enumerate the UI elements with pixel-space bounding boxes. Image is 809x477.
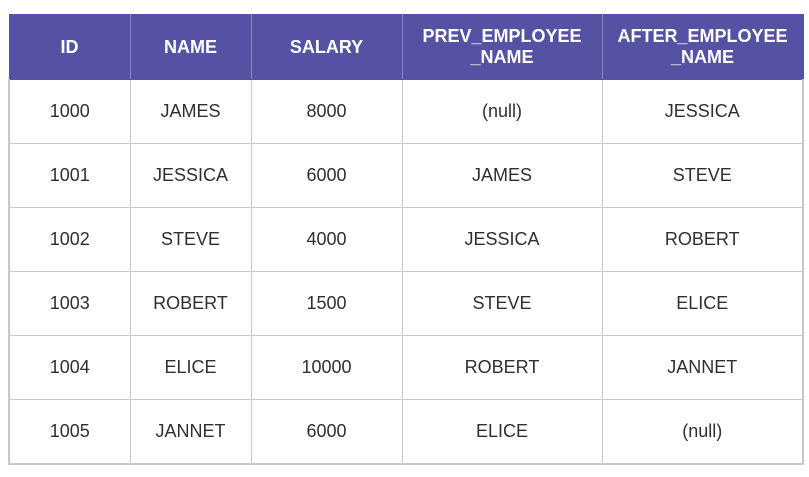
cell-id: 1004 (8, 335, 131, 400)
table-row: 1003 ROBERT 1500 STEVE ELICE (8, 271, 804, 336)
table-body: 1000 JAMES 8000 (null) JESSICA 1001 JESS… (8, 79, 804, 465)
cell-prev-employee-name: ROBERT (401, 335, 603, 400)
table-row: 1002 STEVE 4000 JESSICA ROBERT (8, 207, 804, 272)
cell-prev-employee-name: JESSICA (401, 207, 603, 272)
cell-salary: 4000 (250, 207, 403, 272)
header-after-employee-name: AFTER_EMPLOYEE _NAME (602, 14, 804, 80)
table-row: 1001 JESSICA 6000 JAMES STEVE (8, 143, 804, 208)
cell-after-employee-name: ELICE (601, 271, 804, 336)
header-salary-label: SALARY (289, 36, 364, 57)
cell-name: ELICE (129, 335, 252, 400)
cell-id: 1001 (8, 143, 131, 208)
table-header: ID NAME SALARY PREV_EMPLOYEE _NAME AFTER… (8, 14, 804, 80)
cell-salary: 6000 (250, 143, 403, 208)
employee-table: ID NAME SALARY PREV_EMPLOYEE _NAME AFTER… (8, 14, 804, 465)
cell-id: 1005 (8, 399, 131, 465)
cell-after-employee-name: (null) (601, 399, 804, 465)
table-row: 1005 JANNET 6000 ELICE (null) (8, 399, 804, 465)
cell-prev-employee-name: JAMES (401, 143, 603, 208)
cell-salary: 6000 (250, 399, 403, 465)
cell-salary: 1500 (250, 271, 403, 336)
cell-after-employee-name: JESSICA (601, 79, 804, 144)
header-id: ID (8, 14, 131, 80)
header-after-line-1: AFTER_EMPLOYEE (617, 26, 788, 46)
cell-id: 1002 (8, 207, 131, 272)
cell-name: JAMES (129, 79, 252, 144)
header-row: ID NAME SALARY PREV_EMPLOYEE _NAME AFTER… (8, 14, 804, 80)
header-id-label: ID (60, 36, 79, 57)
cell-name: ROBERT (129, 271, 252, 336)
header-salary: SALARY (251, 14, 403, 80)
cell-after-employee-name: JANNET (601, 335, 804, 400)
table-row: 1000 JAMES 8000 (null) JESSICA (8, 79, 804, 144)
cell-salary: 10000 (250, 335, 403, 400)
header-name-label: NAME (164, 36, 217, 57)
header-prev-line-1: PREV_EMPLOYEE (422, 26, 582, 46)
table-row: 1004 ELICE 10000 ROBERT JANNET (8, 335, 804, 400)
cell-prev-employee-name: STEVE (401, 271, 603, 336)
cell-salary: 8000 (250, 79, 403, 144)
header-prev-employee-name: PREV_EMPLOYEE _NAME (402, 14, 603, 80)
cell-prev-employee-name: ELICE (401, 399, 603, 465)
cell-after-employee-name: STEVE (601, 143, 804, 208)
cell-name: JANNET (129, 399, 252, 465)
employee-table-container: ID NAME SALARY PREV_EMPLOYEE _NAME AFTER… (8, 14, 804, 465)
cell-after-employee-name: ROBERT (601, 207, 804, 272)
cell-name: JESSICA (129, 143, 252, 208)
cell-prev-employee-name: (null) (401, 79, 603, 144)
header-after-line-2: _NAME (670, 47, 734, 67)
header-prev-line-2: _NAME (470, 47, 534, 67)
header-name: NAME (130, 14, 252, 80)
cell-name: STEVE (129, 207, 252, 272)
cell-id: 1003 (8, 271, 131, 336)
cell-id: 1000 (8, 79, 131, 144)
